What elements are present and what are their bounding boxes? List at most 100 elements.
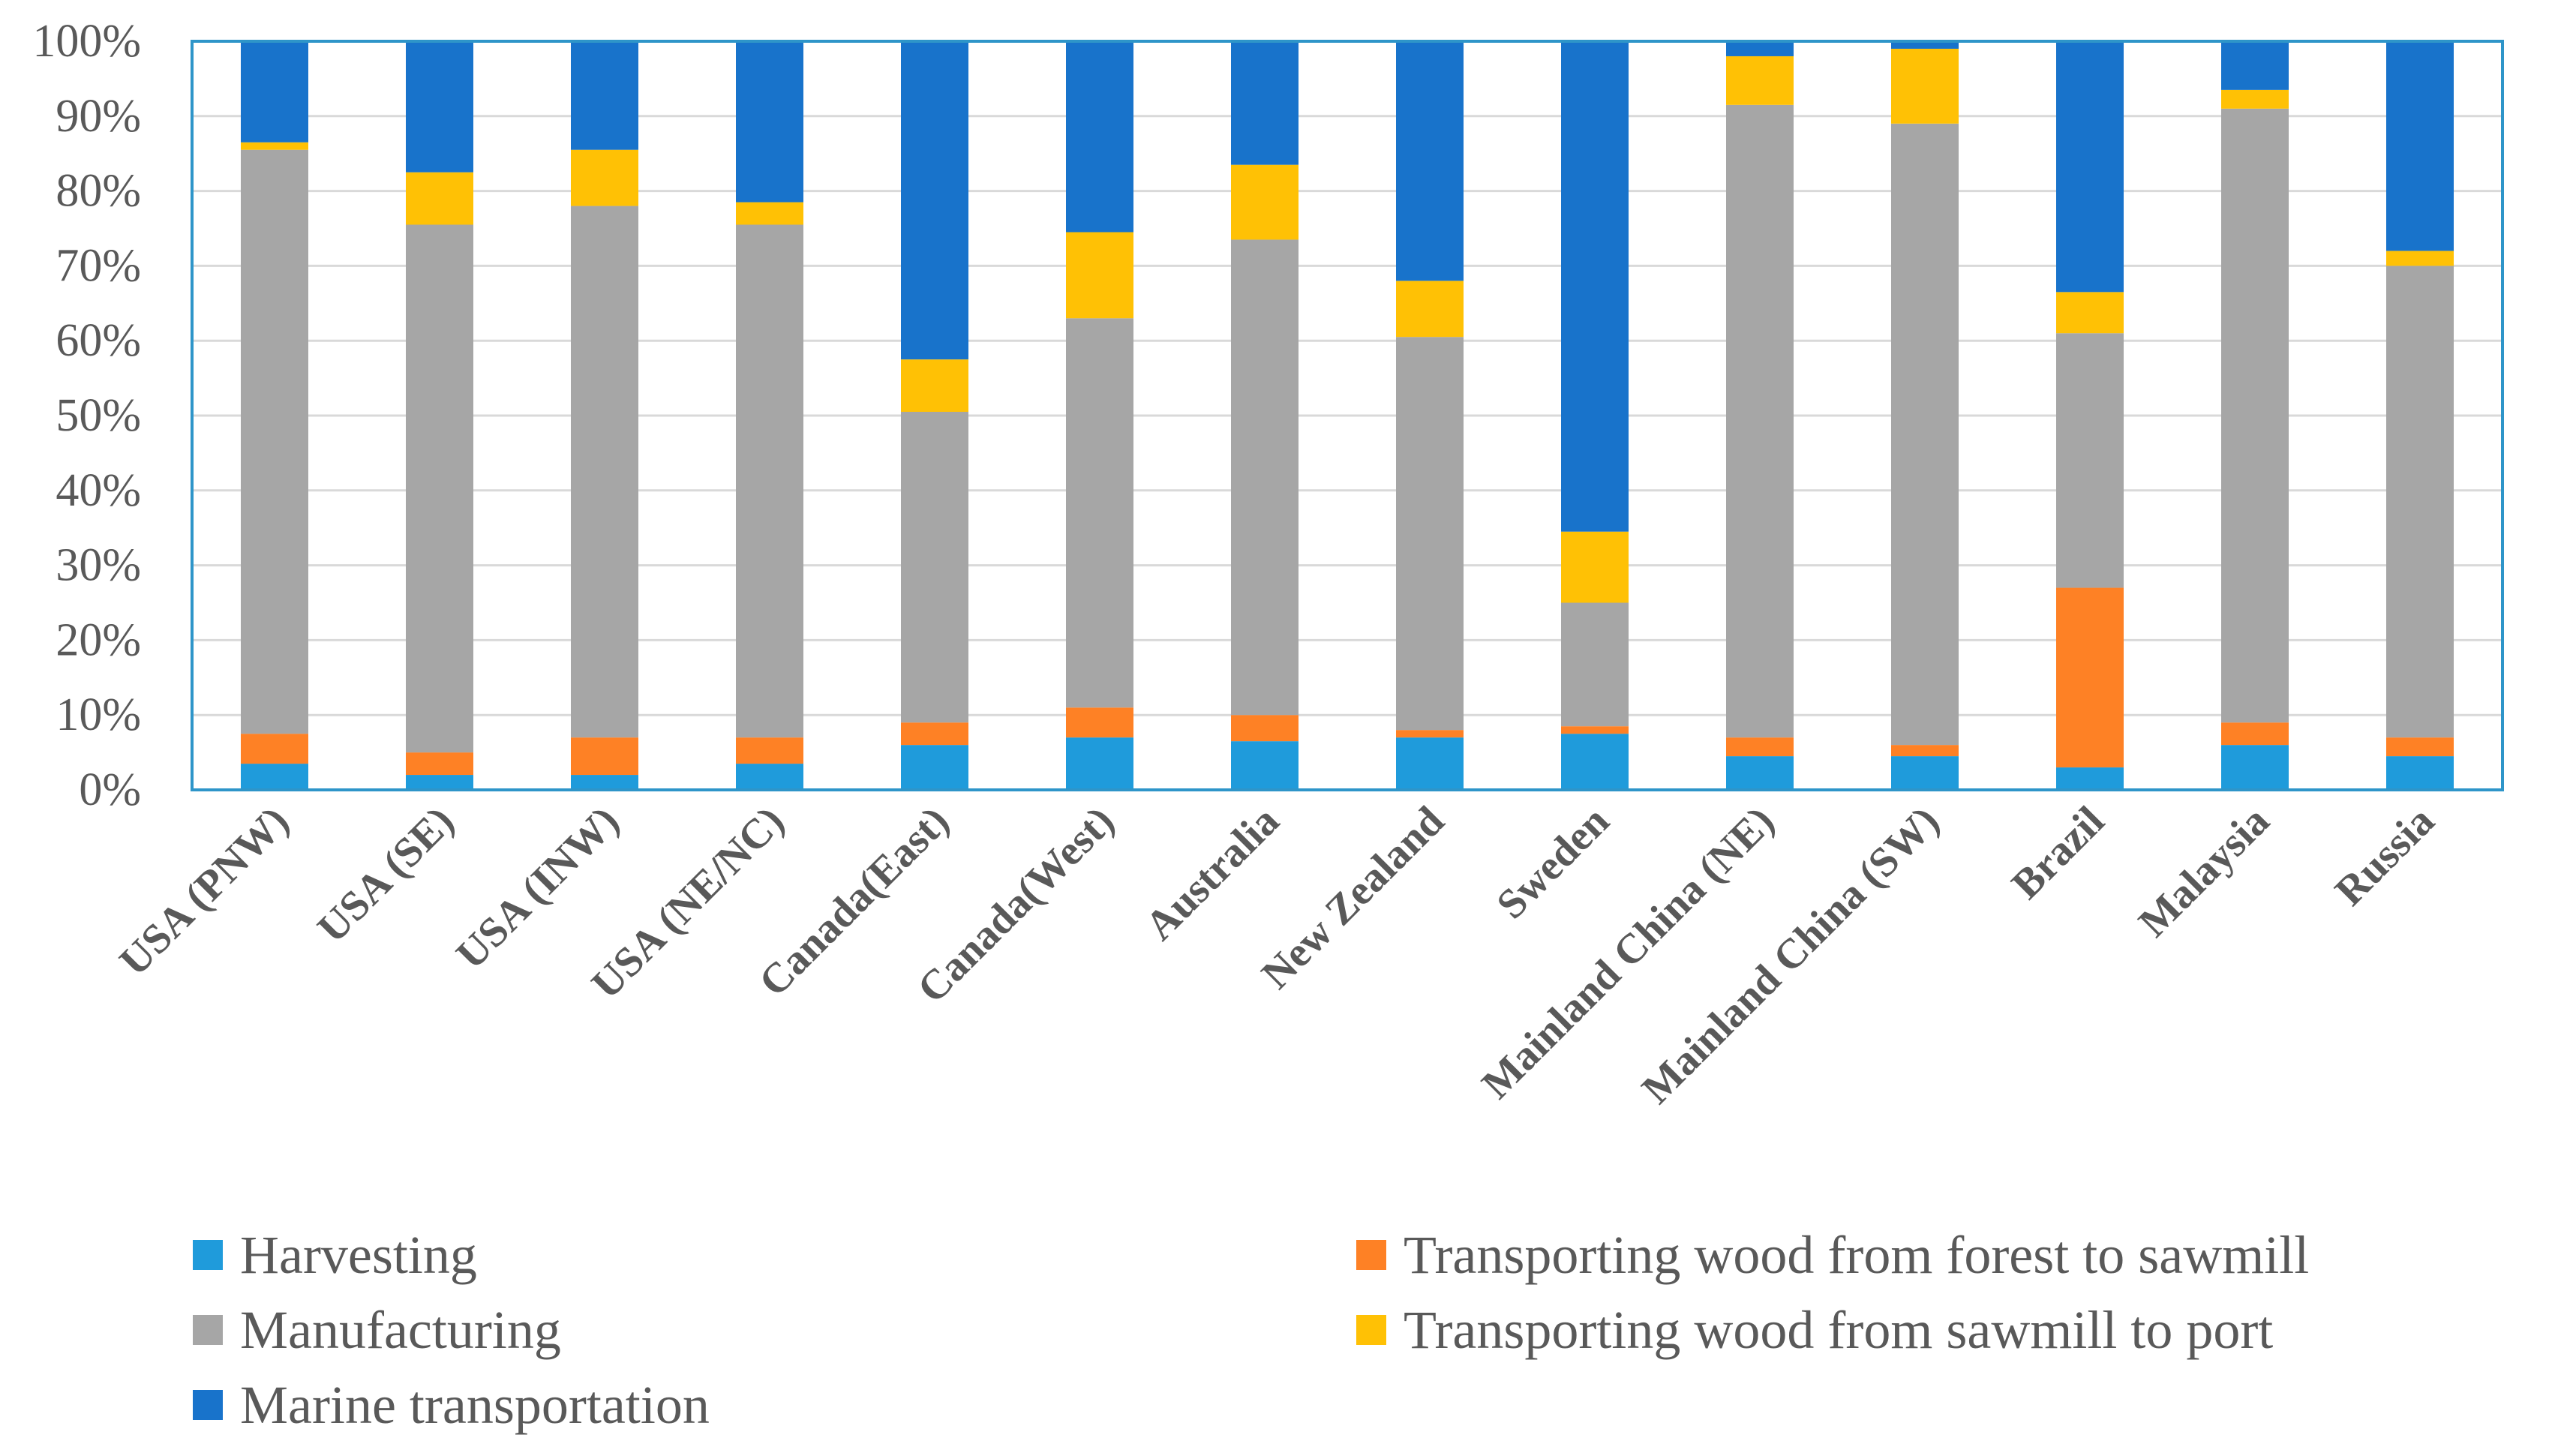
bar-segment-transporting-wood-from-forest-to-sawmill [1891, 745, 1959, 757]
y-tick-label: 10% [56, 689, 141, 740]
bar-segment-marine-transportation [1066, 41, 1133, 233]
bar-segment-transporting-wood-from-forest-to-sawmill [1561, 726, 1629, 734]
bar-segment-harvesting [2221, 745, 2289, 790]
y-tick-label: 30% [56, 540, 141, 591]
bar-segment-harvesting [901, 745, 968, 790]
bar-segment-harvesting [1066, 737, 1133, 790]
x-category-label: Russia [2326, 797, 2443, 914]
bar-segment-transporting-wood-from-sawmill-to-port [1231, 164, 1299, 240]
y-tick-label: 80% [56, 166, 141, 217]
bar-segment-transporting-wood-from-forest-to-sawmill [2221, 722, 2289, 746]
x-category-label: Sweden [1488, 797, 1619, 928]
y-tick-label: 60% [56, 315, 141, 366]
bar-segment-transporting-wood-from-sawmill-to-port [2221, 89, 2289, 109]
x-category-label: Brazil [2003, 797, 2113, 908]
y-tick-label: 50% [56, 390, 141, 441]
bar-segment-harvesting [1396, 737, 1464, 790]
bar-stack-mainland-china-sw [1891, 41, 1959, 790]
bar-stack-canada-east [901, 41, 968, 790]
legend-item-harvesting: Harvesting [193, 1225, 477, 1285]
bar-segment-marine-transportation [1231, 41, 1299, 165]
bar-segment-transporting-wood-from-forest-to-sawmill [406, 752, 473, 776]
bar-segment-manufacturing [2056, 333, 2124, 588]
gridlines [192, 115, 2502, 716]
bar-segment-transporting-wood-from-forest-to-sawmill [1066, 707, 1133, 738]
y-tick-label: 0% [79, 764, 141, 815]
bar-stack-new-zealand [1396, 41, 1464, 790]
bar-segment-marine-transportation [1891, 41, 1959, 49]
bar-segment-transporting-wood-from-forest-to-sawmill [571, 737, 638, 776]
legend-swatch [193, 1390, 223, 1420]
bar-segment-transporting-wood-from-sawmill-to-port [736, 202, 803, 225]
bar-segment-manufacturing [406, 224, 473, 753]
y-axis-tick-labels: 0% 10% 20% 30% 40% 50% 60% 70% 80% 90% 100% [32, 16, 141, 815]
bar-stack-malaysia [2221, 41, 2289, 790]
x-axis-category-labels: USA (PNW) USA (SE)USA (INW)USA (NE/NC)Can… [111, 797, 2444, 1112]
bar-stack-russia [2386, 41, 2454, 790]
bar-segment-transporting-wood-from-sawmill-to-port [2056, 292, 2124, 334]
legend: Harvesting Transporting wood from forest … [193, 1225, 2309, 1435]
bar-segment-harvesting [241, 764, 308, 790]
bar-segment-transporting-wood-from-sawmill-to-port [1726, 56, 1794, 105]
x-category-label: USA (PNW) [111, 797, 299, 985]
bar-segment-manufacturing [1396, 337, 1464, 731]
legend-item-transporting-wood-from-forest-to-sawmill: Transporting wood from forest to sawmill [1356, 1225, 2309, 1285]
legend-label: Marine transportation [240, 1375, 710, 1435]
legend-item-manufacturing: Manufacturing [193, 1300, 561, 1360]
bar-stack-sweden [1561, 41, 1629, 790]
bar-segment-harvesting [1891, 756, 1959, 790]
bar-stack-mainland-china-ne [1726, 41, 1794, 790]
bar-segment-manufacturing [736, 224, 803, 738]
y-tick-label: 100% [32, 16, 141, 67]
bar-segment-transporting-wood-from-forest-to-sawmill [2056, 587, 2124, 768]
bar-stack-australia [1231, 41, 1299, 790]
bar-segment-manufacturing [571, 206, 638, 738]
legend-item-transporting-wood-from-sawmill-to-port: Transporting wood from sawmill to port [1356, 1300, 2273, 1360]
bar-segment-marine-transportation [901, 41, 968, 360]
bar-stack-usa-se [406, 41, 473, 790]
legend-item-marine-transportation: Marine transportation [193, 1375, 710, 1435]
bar-segment-harvesting [571, 775, 638, 790]
x-category-label: USA (SE) [309, 797, 464, 952]
bar-segment-harvesting [2386, 756, 2454, 790]
bar-segment-harvesting [1231, 741, 1299, 790]
bar-segment-transporting-wood-from-forest-to-sawmill [2386, 737, 2454, 757]
legend-swatch [1356, 1315, 1386, 1345]
bar-segment-harvesting [1561, 734, 1629, 790]
legend-label: Manufacturing [240, 1300, 561, 1360]
bar-segment-transporting-wood-from-sawmill-to-port [2386, 251, 2454, 266]
bar-segment-transporting-wood-from-sawmill-to-port [1891, 48, 1959, 124]
legend-swatch [1356, 1240, 1386, 1270]
y-tick-label: 40% [56, 465, 141, 516]
bar-stack-usa-ne-nc [736, 41, 803, 790]
bar-segment-harvesting [736, 764, 803, 790]
y-tick-label: 90% [56, 91, 141, 142]
bar-segment-harvesting [2056, 767, 2124, 790]
bar-segment-marine-transportation [736, 41, 803, 203]
x-category-label: USA (INW) [447, 797, 628, 978]
bar-segment-marine-transportation [2221, 41, 2289, 90]
bar-stack-canada-west [1066, 41, 1133, 790]
bar-segment-marine-transportation [1396, 41, 1464, 281]
legend-swatch [193, 1315, 223, 1345]
x-category-label: Mainland China (NE) [1473, 797, 1784, 1108]
bar-segment-transporting-wood-from-sawmill-to-port [1561, 531, 1629, 603]
bar-segment-transporting-wood-from-sawmill-to-port [1066, 232, 1133, 319]
x-category-label: Malaysia [2130, 797, 2278, 946]
bar-stack-brazil [2056, 41, 2124, 790]
bar-segment-manufacturing [1231, 239, 1299, 716]
legend-label: Harvesting [240, 1225, 477, 1285]
bar-segment-transporting-wood-from-forest-to-sawmill [241, 734, 308, 764]
bar-segment-marine-transportation [1726, 41, 1794, 56]
bar-segment-marine-transportation [571, 41, 638, 150]
bar-segment-transporting-wood-from-forest-to-sawmill [1396, 730, 1464, 738]
bar-segment-transporting-wood-from-forest-to-sawmill [1231, 715, 1299, 742]
bar-segment-marine-transportation [241, 41, 308, 143]
bar-segment-harvesting [406, 775, 473, 790]
bar-segment-transporting-wood-from-sawmill-to-port [1396, 281, 1464, 338]
bar-segment-transporting-wood-from-sawmill-to-port [901, 359, 968, 413]
bar-segment-manufacturing [2386, 266, 2454, 738]
x-category-label: Australia [1136, 797, 1288, 949]
y-tick-label: 20% [56, 614, 141, 665]
bar-segment-transporting-wood-from-sawmill-to-port [241, 142, 308, 150]
